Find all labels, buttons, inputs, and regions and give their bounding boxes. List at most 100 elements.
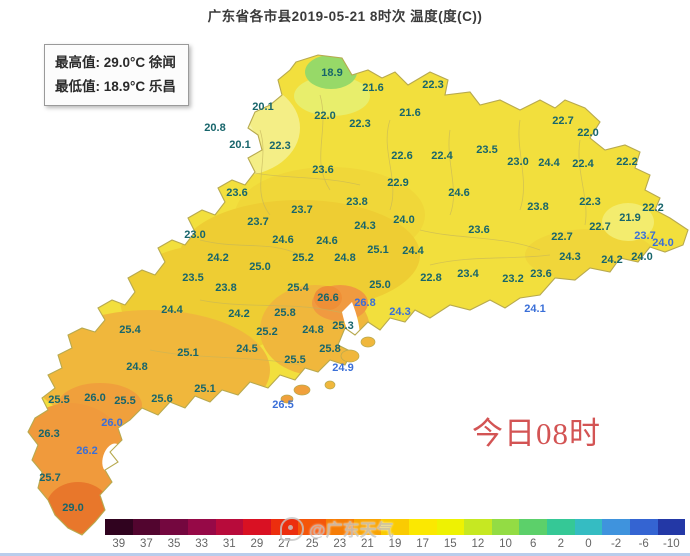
colorbar-segment: 17 bbox=[408, 519, 437, 550]
temp-label: 26.8 bbox=[354, 297, 376, 309]
temp-label: 24.6 bbox=[316, 235, 338, 247]
colorbar-segment: 31 bbox=[215, 519, 244, 550]
temp-label: 25.1 bbox=[194, 383, 216, 395]
colorbar-swatch bbox=[215, 519, 244, 535]
temp-label: 24.9 bbox=[332, 362, 354, 374]
colorbar-swatch bbox=[436, 519, 465, 535]
colorbar-segment: 15 bbox=[436, 519, 465, 550]
colorbar-tick-label: 31 bbox=[222, 538, 236, 550]
colorbar-swatch bbox=[132, 519, 161, 535]
colorbar-tick-label: 12 bbox=[471, 538, 485, 550]
temp-label: 23.6 bbox=[226, 187, 248, 199]
colorbar-segment: 12 bbox=[464, 519, 492, 550]
county-borders bbox=[149, 94, 587, 366]
colorbar-segment: -2 bbox=[602, 519, 630, 550]
extremes-info-box: 最高值: 29.0°C 徐闻 最低值: 18.9°C 乐昌 bbox=[44, 44, 189, 107]
colorbar-tick-label: 19 bbox=[388, 538, 402, 550]
temp-label: 23.7 bbox=[247, 216, 269, 228]
temp-label: 21.9 bbox=[619, 212, 641, 224]
temp-label: 25.0 bbox=[369, 279, 391, 291]
colorbar-swatch bbox=[381, 519, 409, 535]
temp-label: 25.1 bbox=[177, 347, 199, 359]
temp-label: 24.8 bbox=[302, 324, 324, 336]
temp-label: 22.3 bbox=[269, 140, 291, 152]
temp-label: 25.6 bbox=[151, 393, 173, 405]
colorbar-swatch bbox=[326, 519, 354, 535]
colorbar-tick-label: 29 bbox=[250, 538, 264, 550]
temp-label: 22.2 bbox=[616, 156, 638, 168]
colorbar-segment: 33 bbox=[187, 519, 216, 550]
temp-label: 25.2 bbox=[292, 252, 314, 264]
colorbar-segment: 35 bbox=[160, 519, 188, 550]
temp-label: 22.4 bbox=[572, 158, 594, 170]
temp-label: 23.5 bbox=[476, 144, 498, 156]
colorbar-swatch bbox=[298, 519, 326, 535]
colorbar-segment: 19 bbox=[381, 519, 409, 550]
temp-label: 26.6 bbox=[317, 292, 339, 304]
colorbar-swatch bbox=[353, 519, 382, 535]
temp-label: 24.8 bbox=[126, 361, 148, 373]
temp-label: 23.5 bbox=[182, 272, 204, 284]
temp-label: 24.3 bbox=[389, 306, 411, 318]
temp-label: 25.0 bbox=[249, 261, 271, 273]
colorbar-segment: 25 bbox=[298, 519, 326, 550]
temp-label: 24.3 bbox=[559, 251, 581, 263]
temp-label: 22.8 bbox=[420, 272, 442, 284]
temp-label: 23.6 bbox=[468, 224, 490, 236]
colorbar-swatch bbox=[629, 519, 658, 535]
colorbar-tick-label: 21 bbox=[361, 538, 374, 550]
province-outline bbox=[27, 54, 689, 536]
colorbar-swatch bbox=[243, 519, 271, 535]
temp-label: 26.3 bbox=[38, 428, 60, 440]
temp-label: 25.2 bbox=[256, 326, 278, 338]
temp-label: 24.3 bbox=[354, 220, 376, 232]
temp-label: 23.4 bbox=[457, 268, 479, 280]
temp-label: 23.2 bbox=[502, 273, 524, 285]
colorbar-swatch bbox=[187, 519, 216, 535]
colorbar-tick-label: 39 bbox=[112, 538, 126, 550]
temp-label: 23.0 bbox=[507, 156, 529, 168]
temp-label: 20.8 bbox=[204, 122, 226, 134]
watermark: @广东天气 bbox=[280, 516, 394, 541]
colorbar-swatch bbox=[105, 519, 133, 535]
colorbar-segment: -6 bbox=[629, 519, 658, 550]
temp-label: 24.1 bbox=[524, 303, 546, 315]
temp-label: 26.0 bbox=[84, 392, 106, 404]
temp-label: 22.3 bbox=[349, 118, 371, 130]
temp-label: 24.4 bbox=[538, 157, 560, 169]
colorbar-segment: 2 bbox=[547, 519, 575, 550]
temp-label: 23.6 bbox=[312, 164, 334, 176]
temp-label: 24.6 bbox=[272, 234, 294, 246]
temp-label: 22.3 bbox=[422, 79, 444, 91]
temp-label: 26.0 bbox=[101, 417, 123, 429]
temp-label: 24.5 bbox=[236, 343, 258, 355]
temp-label: 24.0 bbox=[393, 214, 415, 226]
colorbar-segment: -10 bbox=[657, 519, 686, 550]
temp-label: 24.8 bbox=[334, 252, 356, 264]
temp-label: 24.2 bbox=[601, 254, 623, 266]
temp-label: 25.8 bbox=[274, 307, 296, 319]
colorbar-segment: 37 bbox=[132, 519, 161, 550]
coastal-islands bbox=[280, 336, 376, 404]
temp-label: 24.4 bbox=[402, 245, 424, 257]
colorbar-swatch bbox=[160, 519, 188, 535]
colorbar-tick-label: 0 bbox=[585, 538, 592, 550]
temp-label: 22.0 bbox=[577, 127, 599, 139]
colorbar-tick-label: -6 bbox=[638, 538, 649, 550]
watermark-text: @广东天气 bbox=[309, 521, 394, 540]
bottom-border-line bbox=[0, 553, 690, 556]
temp-label: 24.2 bbox=[207, 252, 229, 264]
temp-label: 25.4 bbox=[119, 324, 141, 336]
temp-label: 24.0 bbox=[631, 251, 653, 263]
temp-label: 23.7 bbox=[291, 204, 313, 216]
temp-label: 23.6 bbox=[530, 268, 552, 280]
temp-label: 18.9 bbox=[321, 67, 343, 79]
temp-label: 24.6 bbox=[448, 187, 470, 199]
temp-label: 24.2 bbox=[228, 308, 250, 320]
temp-label: 21.6 bbox=[362, 82, 384, 94]
page-title: 广东省各市县2019-05-21 8时次 温度(度(C)) bbox=[207, 9, 483, 24]
temp-label: 24.0 bbox=[652, 237, 674, 249]
